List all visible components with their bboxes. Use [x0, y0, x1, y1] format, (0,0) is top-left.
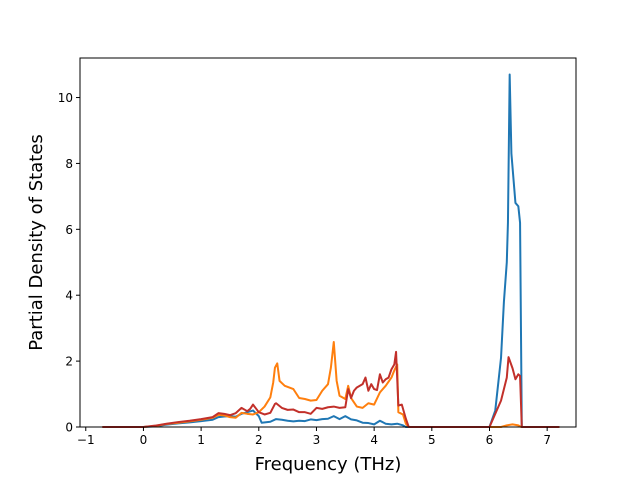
x-axis-label: Frequency (THz)	[255, 454, 402, 475]
y-tick-label: 0	[65, 421, 73, 435]
y-tick-label: 2	[65, 355, 73, 369]
axes-frame	[79, 57, 577, 428]
y-tick-label: 8	[65, 157, 73, 171]
y-tick-label: 6	[65, 223, 73, 237]
x-tick-label: 2	[255, 433, 263, 447]
x-tick-label: 4	[370, 433, 378, 447]
x-tick-label: 3	[313, 433, 321, 447]
x-tick-label: −1	[77, 433, 95, 447]
x-axis-ticks: −1 0 1 2 3 4 5 6 7	[77, 427, 551, 447]
y-tick-label: 10	[58, 91, 73, 105]
series-layer	[102, 73, 560, 428]
x-tick-label: 5	[428, 433, 436, 447]
series-line-1	[102, 73, 560, 428]
y-axis-ticks: 0 2 4 6 8 10	[58, 91, 80, 435]
x-tick-label: 6	[486, 433, 494, 447]
y-tick-label: 4	[65, 289, 73, 303]
series-line-3	[102, 350, 560, 428]
series-line-2	[102, 341, 560, 428]
x-tick-label: 0	[140, 433, 148, 447]
x-tick-label: 1	[197, 433, 205, 447]
y-axis-label: Partial Density of States	[26, 134, 47, 351]
x-tick-label: 7	[543, 433, 551, 447]
